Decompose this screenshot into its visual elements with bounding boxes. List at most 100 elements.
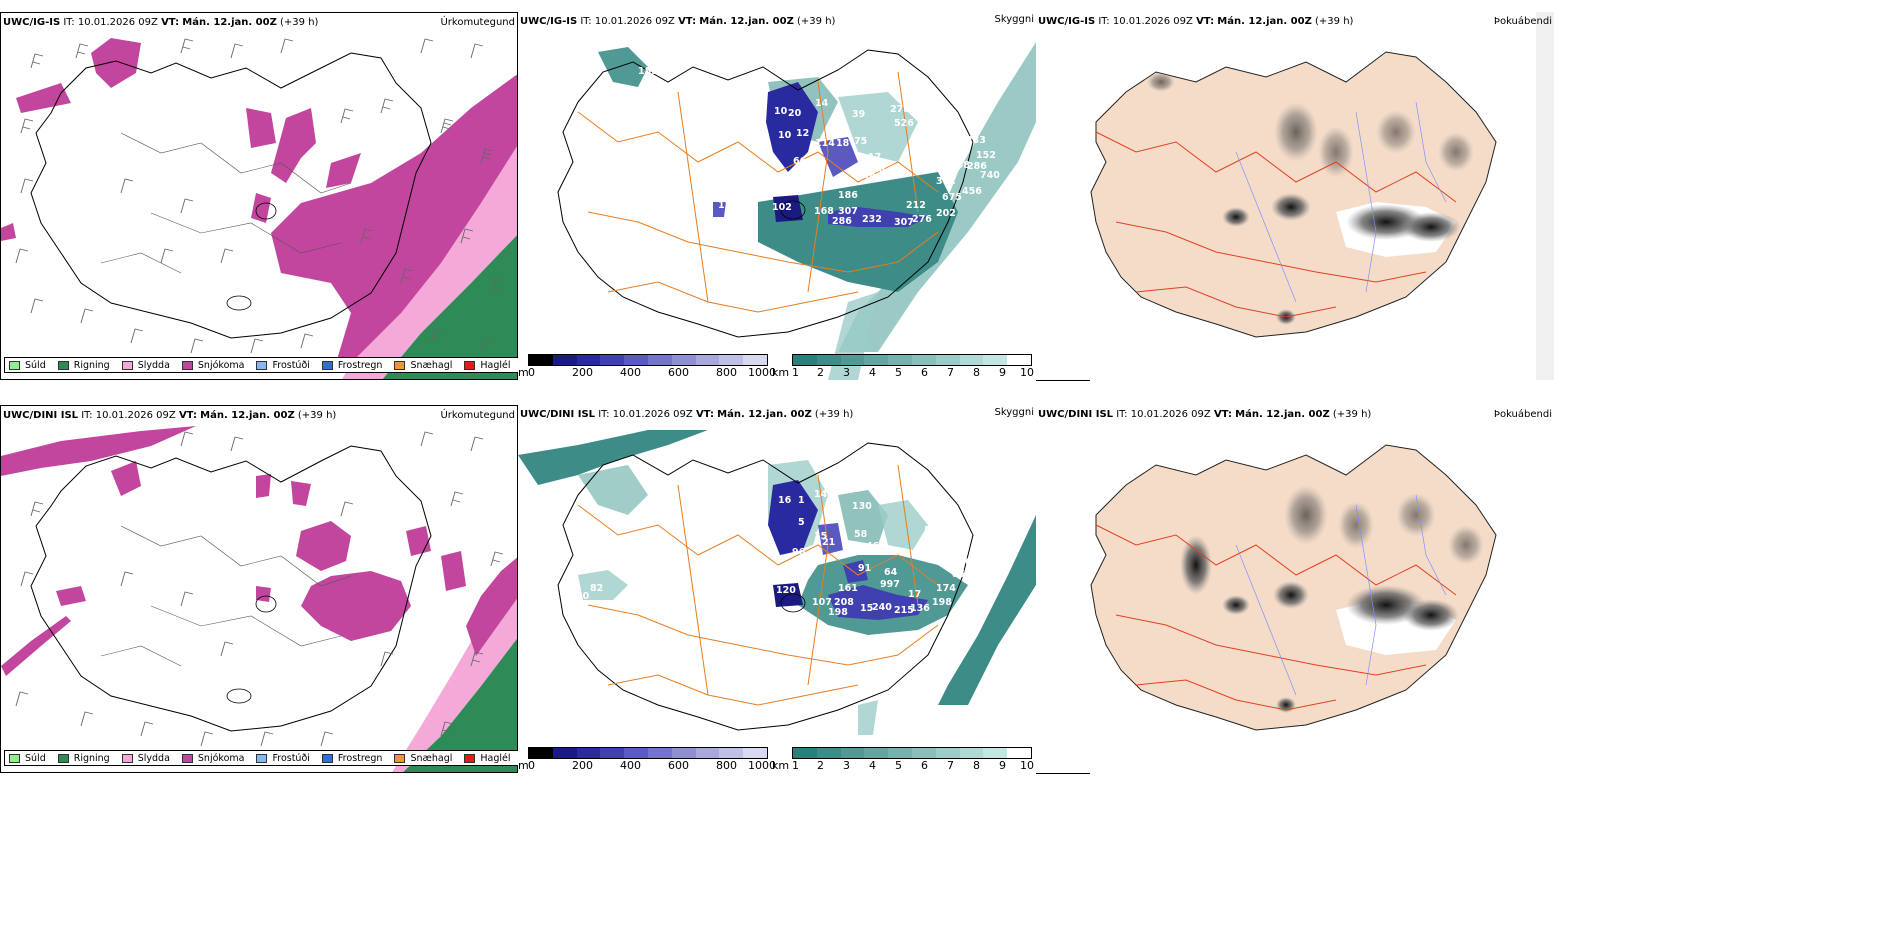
cloudbase-tick: 0 xyxy=(528,366,535,379)
visibility-tick: 8 xyxy=(973,366,980,379)
cloud-panel-top: 189 10 20 14 10 12 66 114 18 39 278 526 … xyxy=(518,12,1036,380)
cloud-label: 198 xyxy=(932,597,952,608)
cloudbase-tick: 800 xyxy=(716,366,737,379)
cloud-label: 232 xyxy=(862,214,882,225)
visibility-tick: 9 xyxy=(999,759,1006,772)
legend-item: Haglél xyxy=(464,753,511,764)
cloud-label: 160 xyxy=(952,557,972,568)
cloudbase-tick: 400 xyxy=(620,759,641,772)
visibility-tick: 6 xyxy=(921,759,928,772)
legend-item: Snjókoma xyxy=(181,753,244,764)
visibility-tick: 7 xyxy=(947,759,954,772)
cloud-label: 80 xyxy=(576,591,590,602)
cloudbase-tick: 200 xyxy=(572,759,593,772)
cloudbase-tick: 400 xyxy=(620,366,641,379)
cloud-label: 107 xyxy=(812,597,832,608)
cloudbase-tick: 600 xyxy=(668,759,689,772)
cloud-label: 276 xyxy=(912,214,932,225)
cloud-label: 20 xyxy=(788,108,802,119)
field-name: Þokuábendi xyxy=(1493,16,1552,27)
legend-item: Snæhagl xyxy=(394,753,452,764)
legend-item: Slydda xyxy=(121,360,170,371)
precip-legend: Súld Rigning Slydda Snjókoma Frostúði Fr… xyxy=(4,357,528,373)
cloud-label: 740 xyxy=(980,170,1000,181)
panel-title: UWC/DINI ISL IT: 10.01.2026 09Z VT: Mán.… xyxy=(1038,409,1372,420)
cloud-label: 675 xyxy=(942,192,962,203)
legend-item: Rigning xyxy=(57,753,110,764)
cloud-label: 10 xyxy=(778,130,792,141)
cloud-label: 526 xyxy=(894,118,914,129)
fog-panel-top: UWC/IG-IS IT: 10.01.2026 09Z VT: Mán. 12… xyxy=(1036,12,1554,380)
fog-areas xyxy=(1180,485,1484,713)
cloud-label: 102 xyxy=(772,202,792,213)
panel-title: UWC/IG-IS IT: 10.01.2026 09Z VT: Mán. 12… xyxy=(520,16,836,27)
road-network xyxy=(577,464,939,706)
cloud-label: 152 xyxy=(976,150,996,161)
precip-legend: Súld Rigning Slydda Snjókoma Frostúði Fr… xyxy=(4,750,528,766)
cloud-label: 168 xyxy=(814,206,834,217)
cloud-label: 307 xyxy=(894,217,914,228)
cloud-label: 326 xyxy=(918,132,938,143)
cloud-label: 854 xyxy=(952,569,972,580)
road-network xyxy=(1095,524,1457,711)
panel-title: UWC/IG-IS IT: 10.01.2026 09Z VT: Mán. 12… xyxy=(1038,16,1354,27)
panel-title: UWC/IG-IS IT: 10.01.2026 09Z VT: Mán. 12… xyxy=(3,17,319,28)
cloud-label: 161 xyxy=(838,583,858,594)
cloud-label: 12 xyxy=(796,128,809,139)
legend-item: Snæhagl xyxy=(394,360,452,371)
fog-map-bottom xyxy=(1090,444,1497,731)
cloud-label: 189 xyxy=(638,66,658,77)
cloud-label: 55 xyxy=(924,525,937,536)
cloudbase-tick: 0 xyxy=(528,759,535,772)
cloud-label: 1 xyxy=(798,495,805,506)
panel-title: UWC/DINI ISL IT: 10.01.2026 09Z VT: Mán.… xyxy=(520,409,854,420)
visibility-tick: 1 xyxy=(792,366,799,379)
cloud-label: 186 xyxy=(838,190,858,201)
cloud-label: 66 xyxy=(793,156,807,167)
panel-title: UWC/DINI ISL IT: 10.01.2026 09Z VT: Mán.… xyxy=(3,410,337,421)
visibility-tick: 2 xyxy=(817,366,824,379)
precip-map-top xyxy=(1,38,517,379)
visibility-tick: 3 xyxy=(843,366,850,379)
visibility-colorbar xyxy=(792,747,1032,759)
cloud-label: 14 xyxy=(814,489,828,500)
visibility-tick: 4 xyxy=(869,366,876,379)
visibility-tick: 10 xyxy=(1020,366,1034,379)
visibility-tick: 10 xyxy=(1020,759,1034,772)
cloudbase-tick: 200 xyxy=(572,366,593,379)
visibility-tick: 6 xyxy=(921,366,928,379)
cloud-label: 208 xyxy=(834,597,854,608)
cloud-label: 12 xyxy=(718,200,731,211)
cloud-label: 17 xyxy=(908,589,921,600)
legend-item: Slydda xyxy=(121,753,170,764)
wind-barbs xyxy=(15,38,504,354)
road-network xyxy=(577,71,939,313)
rivers xyxy=(1235,494,1447,696)
legend-item: Súld xyxy=(9,753,46,764)
cloudbase-colorbar xyxy=(528,747,768,759)
cloud-label: 22 xyxy=(832,176,845,187)
cloud-map-top: 189 10 20 14 10 12 66 114 18 39 278 526 … xyxy=(557,42,1036,380)
rivers xyxy=(1235,101,1447,303)
cloud-label: 240 xyxy=(872,602,892,613)
cloud-label: 212 xyxy=(906,200,926,211)
cloud-base-labels: 189 10 20 14 10 12 66 114 18 39 278 526 … xyxy=(638,66,1000,228)
cloud-label: 58 xyxy=(854,529,868,540)
visibility-tick: 2 xyxy=(817,759,824,772)
wind-barbs xyxy=(15,431,504,747)
cloud-label: 997 xyxy=(880,579,900,590)
fog-panel-bottom: UWC/DINI ISL IT: 10.01.2026 09Z VT: Mán.… xyxy=(1036,405,1554,773)
cloud-base-labels: 16 1 14 5 15 21 96 130 58 46 91 64 997 1… xyxy=(576,489,972,618)
cloud-label: 286 xyxy=(967,161,987,172)
cloud-label: 174 xyxy=(936,583,956,594)
precip-type-panel-top: UWC/IG-IS IT: 10.01.2026 09Z VT: Mán. 12… xyxy=(0,12,518,380)
precip-map-bottom xyxy=(1,426,517,772)
cloud-label: 10 xyxy=(774,106,788,117)
legend-item: Súld xyxy=(9,360,46,371)
cloud-label: 82 xyxy=(590,583,603,594)
visibility-unit: km xyxy=(772,366,790,379)
field-name: Skyggni xyxy=(994,14,1034,25)
cloud-label: 15 xyxy=(860,603,873,614)
legend-item: Frostúði xyxy=(256,360,310,371)
cloud-label: 46 xyxy=(866,541,880,552)
